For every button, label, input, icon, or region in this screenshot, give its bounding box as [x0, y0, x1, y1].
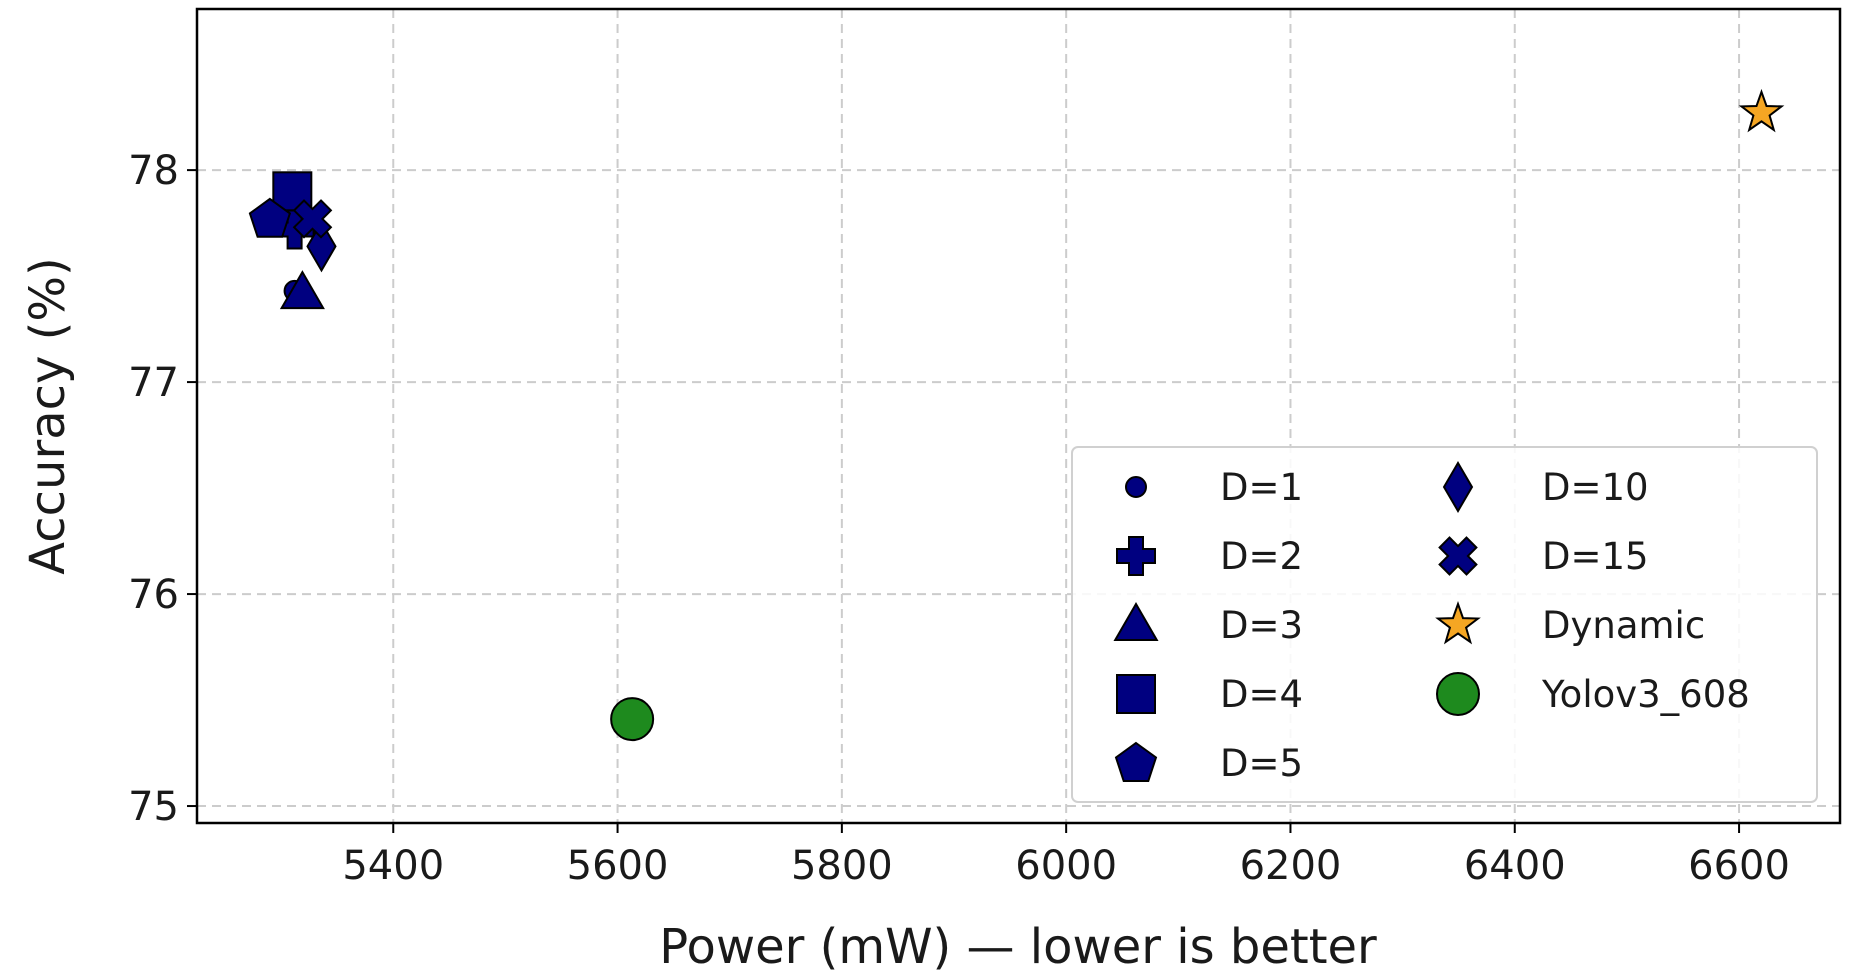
legend-marker [1116, 674, 1156, 714]
x-tick-label: 6400 [1464, 843, 1566, 889]
x-tick-label: 6200 [1240, 843, 1342, 889]
legend-marker [1113, 602, 1159, 641]
legend-label: D=15 [1542, 535, 1649, 578]
y-tick-label: 77 [128, 360, 179, 406]
legend-label: D=1 [1220, 466, 1303, 509]
x-axis-ticks: 5400 5600 5800 6000 6200 6400 6600 [342, 823, 1790, 889]
legend-entry: D=3 [1113, 602, 1303, 647]
legend-marker [1125, 476, 1147, 498]
data-points [248, 88, 1785, 742]
x-tick-label: 5400 [342, 843, 444, 889]
legend-label: D=4 [1220, 673, 1303, 716]
y-tick-label: 78 [128, 148, 179, 194]
data-point [292, 199, 333, 239]
y-axis-label: Accuracy (%) [20, 257, 76, 574]
legend-entry: D=5 [1114, 741, 1303, 785]
legend-marker [1436, 672, 1480, 716]
legend-entry: D=4 [1116, 673, 1303, 716]
legend-label: D=10 [1542, 466, 1649, 509]
legend-entry: Yolov3_608 [1436, 672, 1750, 716]
y-tick-label: 76 [128, 572, 179, 618]
legend-entry: Dynamic [1435, 601, 1705, 647]
x-axis-label: Power (mW) — lower is better [659, 919, 1377, 975]
legend-marker [1114, 741, 1158, 782]
legend-marker [1116, 536, 1156, 576]
plot-frame [195, 7, 1842, 825]
legend-entry: D=15 [1438, 535, 1649, 578]
legend-marker [1442, 461, 1474, 513]
data-point [1738, 88, 1785, 133]
x-tick-label: 6600 [1688, 843, 1790, 889]
legend: D=1 D=2 D=3 D=4 D=5 D=10 D=15 Dynamic Yolov3_608 [1071, 446, 1818, 803]
legend-label: D=3 [1220, 604, 1303, 647]
legend-label: Yolov3_608 [1541, 673, 1750, 716]
legend-entry: D=2 [1116, 535, 1303, 578]
x-tick-label: 5800 [791, 843, 893, 889]
x-tick-label: 6000 [1015, 843, 1117, 889]
data-point [306, 220, 337, 273]
legend-label: D=5 [1220, 742, 1303, 785]
legend-marker [1435, 601, 1481, 645]
data-point [248, 197, 292, 238]
legend-label: D=2 [1220, 535, 1303, 578]
legend-marker [1438, 536, 1478, 576]
x-tick-label: 5600 [567, 843, 669, 889]
data-point [610, 697, 655, 742]
legend-entry: D=1 [1125, 466, 1303, 509]
legend-entry: D=10 [1442, 461, 1649, 513]
y-tick-label: 75 [128, 784, 179, 830]
legend-label: Dynamic [1542, 604, 1705, 647]
data-point [279, 270, 325, 310]
y-axis-ticks: 75 76 77 78 [128, 148, 197, 830]
